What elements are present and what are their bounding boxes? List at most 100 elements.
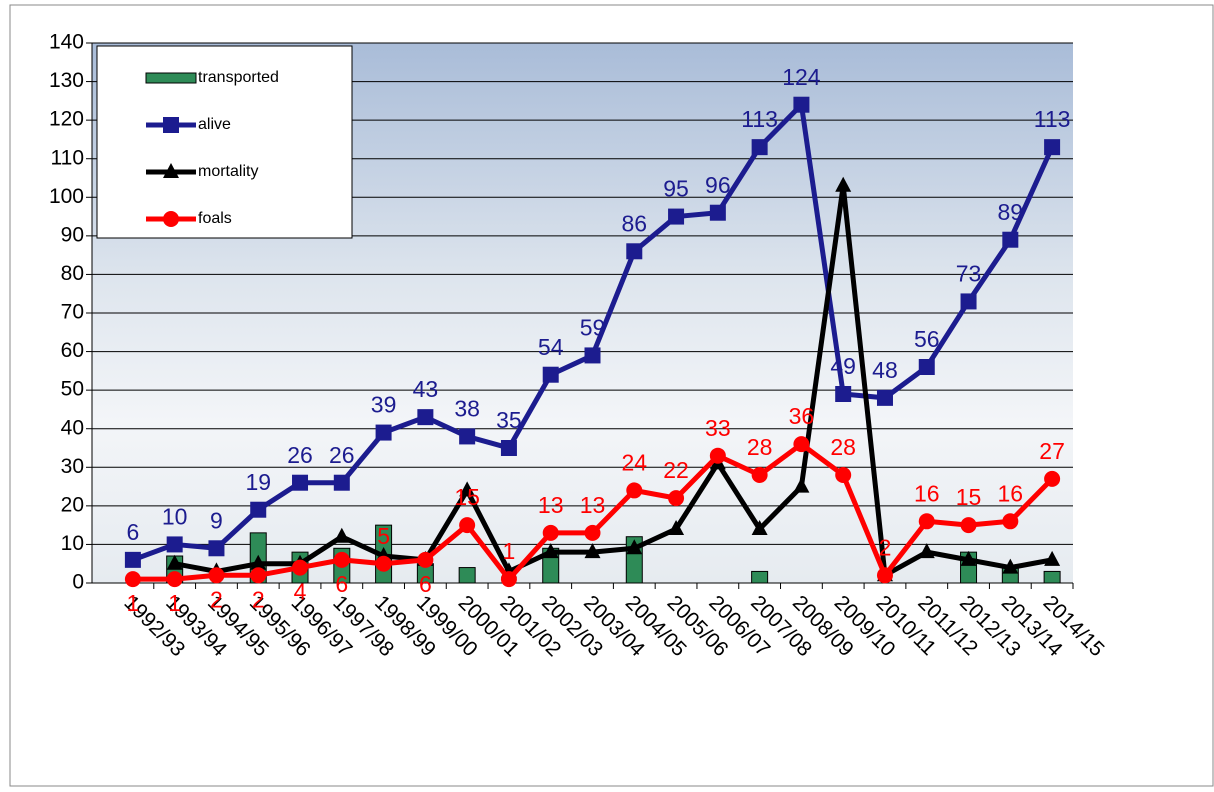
data-label: 19 (245, 469, 271, 495)
data-label: 15 (454, 484, 480, 510)
marker (626, 482, 642, 498)
marker (1044, 139, 1060, 155)
marker (877, 567, 893, 583)
data-label: 73 (956, 261, 982, 287)
y-tick-label: 20 (61, 493, 84, 516)
legend: transported alive mortality foals (97, 46, 352, 238)
marker (334, 475, 350, 491)
marker (710, 448, 726, 464)
marker (1002, 232, 1018, 248)
marker (163, 211, 179, 227)
legend-label: alive (198, 116, 231, 133)
marker (835, 467, 851, 483)
marker (710, 205, 726, 221)
data-label: 89 (998, 199, 1024, 225)
data-label: 13 (580, 492, 606, 518)
bar (752, 571, 768, 583)
data-label: 2 (252, 586, 265, 612)
data-label: 33 (705, 415, 731, 441)
marker (961, 293, 977, 309)
marker (376, 425, 392, 441)
y-tick-label: 100 (49, 185, 84, 208)
marker (208, 540, 224, 556)
marker (793, 97, 809, 113)
data-label: 36 (789, 403, 815, 429)
data-label: 2 (210, 586, 223, 612)
marker (793, 436, 809, 452)
marker (835, 386, 851, 402)
marker (125, 552, 141, 568)
data-label: 56 (914, 326, 940, 352)
data-label: 9 (210, 507, 223, 533)
marker (585, 525, 601, 541)
data-label: 6 (126, 519, 139, 545)
data-label: 16 (914, 480, 940, 506)
marker (543, 367, 559, 383)
y-tick-label: 140 (49, 31, 84, 54)
marker (167, 571, 183, 587)
data-label: 124 (782, 64, 821, 90)
marker (919, 513, 935, 529)
data-label: 16 (998, 480, 1024, 506)
data-label: 1 (168, 590, 181, 616)
marker (250, 567, 266, 583)
marker (459, 517, 475, 533)
data-label: 39 (371, 392, 397, 418)
data-label: 28 (747, 434, 773, 460)
marker (501, 571, 517, 587)
data-label: 1 (126, 590, 139, 616)
legend-label: foals (198, 210, 232, 227)
bar (459, 568, 475, 583)
y-tick-label: 10 (61, 532, 84, 555)
data-label: 49 (830, 353, 856, 379)
marker (459, 428, 475, 444)
marker (250, 502, 266, 518)
marker (543, 525, 559, 541)
data-label: 113 (741, 106, 778, 132)
marker (163, 117, 179, 133)
y-tick-label: 0 (72, 571, 84, 594)
data-label: 95 (663, 176, 689, 202)
y-tick-label: 110 (51, 146, 84, 169)
data-label: 1 (503, 538, 516, 564)
marker (1044, 471, 1060, 487)
y-tick-label: 70 (61, 301, 84, 324)
data-label: 5 (377, 523, 390, 549)
data-label: 2 (879, 534, 892, 560)
data-label: 54 (538, 334, 564, 360)
data-label: 22 (663, 457, 689, 483)
marker (752, 467, 768, 483)
marker (668, 209, 684, 225)
legend-label: transported (198, 69, 279, 86)
data-label: 13 (538, 492, 564, 518)
marker (376, 556, 392, 572)
data-label: 15 (956, 484, 982, 510)
chart: 01020304050607080901001101201301401992/9… (0, 0, 1214, 787)
y-tick-label: 40 (61, 416, 84, 439)
data-label: 28 (830, 434, 856, 460)
legend-label: mortality (198, 163, 258, 180)
data-label: 48 (872, 357, 898, 383)
data-label: 24 (621, 450, 647, 476)
marker (417, 552, 433, 568)
y-tick-label: 130 (49, 69, 84, 92)
data-label: 96 (705, 172, 731, 198)
marker (292, 560, 308, 576)
y-tick-label: 60 (61, 339, 84, 362)
marker (961, 517, 977, 533)
data-label: 27 (1039, 438, 1065, 464)
marker (292, 475, 308, 491)
data-label: 86 (621, 210, 647, 236)
marker (208, 567, 224, 583)
data-label: 35 (496, 407, 522, 433)
marker (417, 409, 433, 425)
data-label: 26 (287, 442, 313, 468)
marker (919, 359, 935, 375)
page: {"chart_data": {"type": "line", "categor… (0, 0, 1214, 792)
legend-swatch (146, 73, 196, 83)
data-label: 10 (162, 504, 188, 530)
marker (585, 347, 601, 363)
marker (668, 490, 684, 506)
data-label: 6 (335, 571, 348, 597)
marker (626, 243, 642, 259)
